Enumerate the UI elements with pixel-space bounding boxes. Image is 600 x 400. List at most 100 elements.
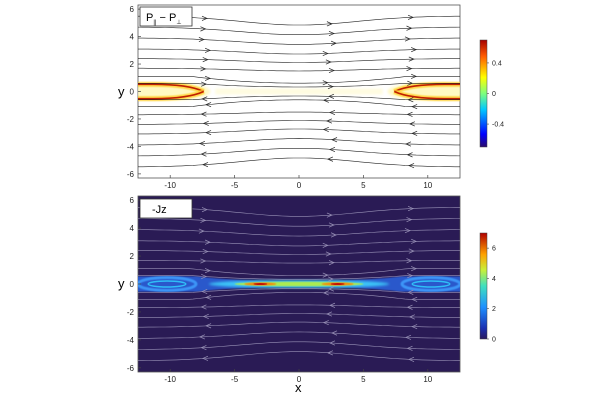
streamline-arrow (411, 73, 418, 79)
streamline-arrow (204, 75, 211, 81)
streamline (138, 250, 460, 255)
colorbar-tick-label: 0.4 (492, 60, 502, 67)
y-tick-label: 0 (130, 88, 135, 97)
x-tick-label: -5 (231, 181, 239, 190)
island-ring (138, 276, 198, 292)
y-tick-label: 6 (130, 5, 135, 14)
streamline (138, 268, 460, 276)
streamline-arrow (411, 296, 418, 302)
colorbar-tick-label: 2 (492, 306, 496, 313)
colorbar-2: 6 4 2 0 (479, 232, 496, 344)
streamline-arrow (322, 320, 329, 326)
x-tick-label: -10 (164, 375, 176, 384)
streamline-arrow (322, 272, 329, 278)
streamline (138, 148, 460, 157)
y-tick-label: -4 (127, 336, 135, 345)
streamline-arrow (202, 120, 209, 126)
colorbar-ticks-1: 0.4 0 -0.4 (487, 60, 504, 129)
streamline-arrow (325, 59, 332, 65)
streamline (138, 67, 460, 72)
streamline (138, 218, 460, 227)
colorbar-tick-label: 6 (492, 246, 496, 253)
streamline (138, 99, 460, 107)
colorbar-1: 0.4 0 -0.4 (479, 39, 504, 148)
y-axis-label-1: y (118, 84, 125, 99)
streamline-arrow (406, 258, 413, 264)
streamline (138, 288, 460, 293)
current-density-field (138, 276, 460, 292)
streamline (138, 341, 460, 350)
ring-core-right (393, 83, 460, 93)
streamline (138, 304, 460, 309)
streamline (138, 351, 460, 361)
streamline-arrow (322, 290, 329, 296)
streamline-arrow (327, 276, 334, 282)
streamline-arrow (407, 80, 414, 86)
streamline-arrow (327, 350, 334, 356)
current-peak-core (330, 283, 345, 285)
streamline-arrow (408, 163, 415, 169)
streamline-arrow (325, 251, 332, 257)
panel-title-box-1: P|| − P⊥ (139, 6, 193, 27)
streamline-arrow (330, 232, 337, 238)
panel-title-2: -Jz (152, 204, 167, 216)
y-tick-label: -6 (127, 364, 135, 373)
streamline-arrow (328, 260, 335, 266)
streamline-arrow (326, 311, 333, 317)
x-tick-label: -5 (231, 375, 239, 384)
x-axis-label: x (295, 380, 302, 395)
streamline-arrow (200, 258, 207, 264)
streamline-arrow (205, 130, 212, 136)
streamline-arrow (407, 289, 414, 295)
panel-pressure-anisotropy: -10 -5 0 5 10 -6 -4 -2 0 2 4 6 y P|| − P⊥ 0.4 0 -0.4 (118, 4, 504, 190)
streamline (138, 138, 460, 146)
streamline (138, 292, 460, 300)
y-tick-label: 4 (130, 33, 135, 42)
streamline (138, 111, 460, 116)
streamline-arrow (322, 242, 329, 248)
streamline-arrow (404, 228, 411, 234)
streamline-arrow (200, 66, 207, 72)
x-tick-label: 10 (423, 181, 432, 190)
streamline-arrow (204, 239, 211, 245)
streamline (138, 128, 460, 135)
streamline-arrow (201, 273, 208, 279)
streamline-arrow (406, 217, 413, 223)
streamline-arrow (326, 21, 333, 27)
streamline (138, 331, 460, 339)
streamline (138, 76, 460, 84)
streamline-arrow (406, 66, 413, 72)
streamline-arrow (200, 151, 207, 157)
streamline-arrow (328, 31, 335, 37)
streamline-arrow (202, 57, 209, 63)
streamline-arrow (406, 152, 413, 158)
x-tick-label: 10 (423, 375, 432, 384)
streamline-arrow (330, 40, 337, 46)
streamline-arrow (327, 84, 334, 90)
streamline-arrow (408, 314, 415, 320)
x-ticks-2: -10 -5 0 5 10 (164, 369, 433, 384)
streamline (138, 259, 460, 264)
streamline-arrow (200, 111, 207, 117)
streamline-arrow (200, 304, 207, 310)
anisotropy-center-band (215, 88, 383, 95)
streamline-arrow (406, 345, 413, 351)
x-tick-label: 0 (297, 181, 302, 190)
y-tick-label: -4 (127, 142, 135, 151)
streamline (138, 157, 460, 168)
streamline (138, 240, 460, 247)
y-tick-label: -6 (127, 170, 135, 179)
colorbar-tick-label: 4 (492, 276, 496, 283)
streamline-arrow (408, 121, 415, 127)
ring-core-right (393, 90, 460, 100)
streamline (138, 275, 460, 280)
ring-core-left (138, 83, 205, 93)
streamline-arrow (322, 80, 329, 86)
colorbar-tick-label: -0.4 (492, 122, 504, 129)
streamline-arrow (199, 140, 206, 147)
streamline (138, 321, 460, 328)
streamline-arrow (201, 207, 208, 213)
streamline (138, 37, 460, 45)
current-peak-core (253, 283, 268, 285)
